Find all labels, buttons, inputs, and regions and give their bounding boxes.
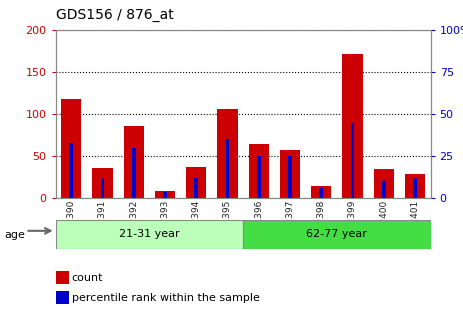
- Bar: [56, 220, 243, 249]
- Bar: [319, 188, 323, 198]
- Bar: [61, 99, 81, 198]
- Text: 21-31 year: 21-31 year: [119, 229, 180, 239]
- Text: percentile rank within the sample: percentile rank within the sample: [72, 293, 260, 303]
- Bar: [163, 192, 167, 198]
- Bar: [124, 126, 144, 198]
- Bar: [155, 191, 175, 198]
- Bar: [382, 181, 386, 198]
- Bar: [288, 156, 292, 198]
- Bar: [69, 143, 73, 198]
- Bar: [413, 178, 417, 198]
- Bar: [249, 144, 269, 198]
- Bar: [225, 139, 229, 198]
- Bar: [243, 220, 431, 249]
- Text: age: age: [5, 229, 25, 240]
- Text: 62-77 year: 62-77 year: [307, 229, 367, 239]
- Bar: [342, 54, 363, 198]
- Bar: [311, 186, 332, 198]
- Bar: [186, 167, 206, 198]
- Bar: [350, 123, 354, 198]
- Text: count: count: [72, 272, 103, 283]
- Bar: [92, 168, 113, 198]
- Bar: [217, 109, 238, 198]
- Text: GDS156 / 876_at: GDS156 / 876_at: [56, 8, 173, 23]
- Bar: [194, 178, 198, 198]
- Bar: [374, 169, 394, 198]
- Bar: [405, 174, 425, 198]
- Bar: [257, 156, 261, 198]
- Bar: [132, 148, 136, 198]
- Bar: [100, 178, 104, 198]
- Bar: [280, 150, 300, 198]
